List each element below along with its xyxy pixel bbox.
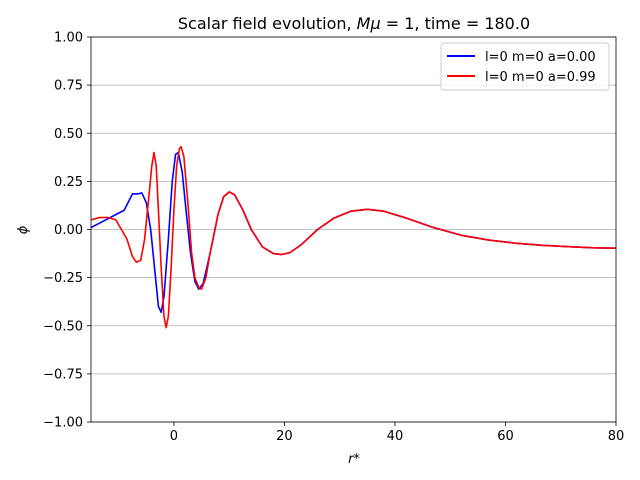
x-axis-label: r* bbox=[348, 452, 360, 467]
x-tick-label-1: 20 bbox=[276, 429, 293, 444]
x-tick-label-4: 80 bbox=[608, 429, 625, 444]
y-tick-label-2: −0.50 bbox=[43, 319, 83, 334]
chart-title: Scalar field evolution, Mμ = 1, time = 1… bbox=[178, 14, 530, 33]
y-tick-label-5: 0.25 bbox=[54, 175, 83, 190]
legend-label-a000: l=0 m=0 a=0.00 bbox=[485, 50, 596, 65]
legend: l=0 m=0 a=0.00 l=0 m=0 a=0.99 bbox=[440, 42, 610, 91]
y-tick-label-4: 0.00 bbox=[54, 223, 83, 238]
legend-box bbox=[440, 42, 610, 91]
y-axis-label: ϕ bbox=[16, 225, 31, 234]
y-tick-label-0: −1.00 bbox=[43, 416, 83, 431]
series-line-1 bbox=[91, 145, 616, 329]
legend-label-a099: l=0 m=0 a=0.99 bbox=[485, 70, 596, 85]
y-tick-label-7: 0.75 bbox=[54, 79, 83, 94]
y-tick-label-6: 0.50 bbox=[54, 127, 83, 142]
x-tick-label-2: 40 bbox=[387, 429, 404, 444]
y-tick-label-3: −0.25 bbox=[43, 271, 83, 286]
x-tick-label-0: 0 bbox=[170, 429, 178, 444]
y-tick-label-1: −0.75 bbox=[43, 367, 83, 382]
plot-area bbox=[91, 145, 616, 329]
y-tick-label-8: 1.00 bbox=[54, 31, 83, 46]
tick-layer: 0 20 40 60 80 −1.00 −0.75 −0.50 −0.25 0.00 0.25 0.5… bbox=[43, 31, 624, 445]
x-tick-label-3: 60 bbox=[497, 429, 514, 444]
